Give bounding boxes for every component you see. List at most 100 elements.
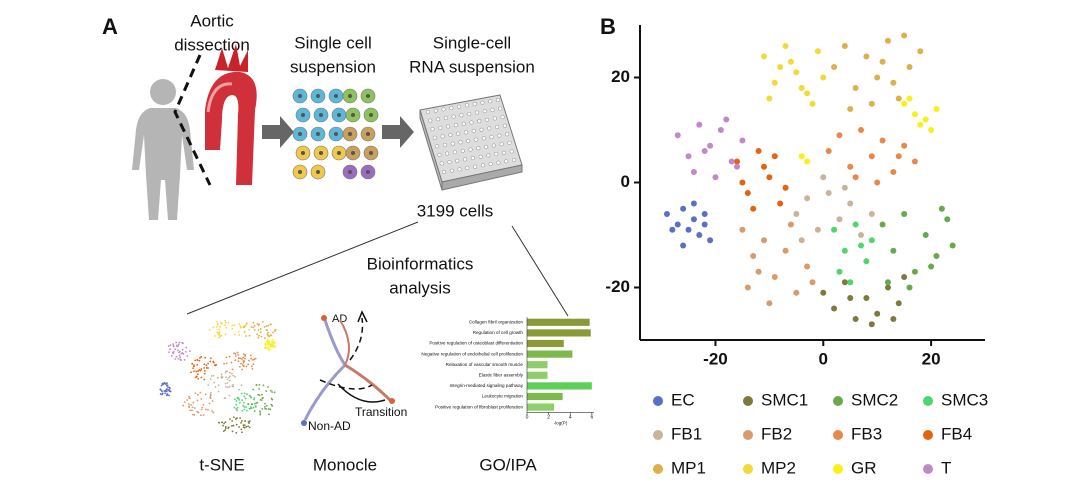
mini-dot — [269, 345, 271, 348]
mini-dot — [190, 404, 192, 406]
point — [755, 268, 762, 275]
point — [707, 142, 714, 149]
well — [479, 127, 484, 132]
mini-dot — [213, 381, 216, 384]
mini-dot — [175, 344, 178, 347]
point — [917, 121, 924, 128]
mini-dot — [160, 389, 163, 392]
legend-swatch — [833, 430, 843, 440]
mini-dot — [197, 411, 200, 414]
mini-dot — [229, 418, 231, 421]
point — [906, 64, 913, 70]
mini-dot — [255, 383, 258, 386]
mini-dot — [242, 404, 245, 407]
mini-dot — [265, 404, 268, 407]
well — [504, 159, 509, 164]
well — [476, 146, 481, 151]
mini-dot — [221, 421, 223, 424]
point — [863, 53, 870, 60]
bar-label: Regulation of cell growth — [473, 330, 524, 335]
mini-dot — [160, 384, 163, 387]
mini-dot — [241, 431, 243, 434]
mini-dot — [231, 368, 234, 371]
mini-dot — [237, 357, 240, 360]
well — [473, 137, 479, 142]
mini-dot — [224, 425, 227, 428]
well — [496, 160, 501, 165]
mini-dot — [185, 346, 188, 349]
mini-dot — [268, 348, 271, 351]
mini-dot — [248, 394, 251, 397]
mini-dot — [262, 396, 264, 399]
nucleus — [366, 170, 370, 174]
mini-dot — [182, 352, 185, 355]
mini-dot — [228, 394, 231, 397]
mini-dot — [243, 326, 246, 328]
mini-dot — [253, 325, 256, 327]
mini-dot — [169, 348, 171, 351]
bar — [527, 350, 573, 358]
mini-dot — [245, 335, 247, 337]
point — [890, 316, 897, 322]
mini-dot — [247, 363, 250, 366]
mini-dot — [217, 390, 220, 393]
mini-dot — [235, 403, 238, 406]
mini-dot — [256, 401, 259, 404]
mini-dot — [264, 343, 267, 346]
point — [852, 221, 859, 228]
mini-dot — [242, 356, 245, 359]
nucleus — [351, 151, 355, 155]
mini-dot — [229, 375, 231, 378]
mini-dot — [167, 345, 170, 347]
mini-dot — [241, 420, 243, 422]
mini-dot — [220, 373, 223, 376]
point — [820, 174, 827, 181]
mini-dot — [226, 381, 229, 384]
mini-dot — [179, 358, 182, 361]
point — [750, 253, 757, 259]
well — [466, 138, 471, 144]
mini-dot — [274, 345, 277, 348]
mini-dot — [241, 364, 244, 366]
mini-dot — [161, 393, 164, 396]
mini-dot — [222, 430, 225, 433]
state-label: AD — [332, 313, 347, 325]
mini-dot — [195, 370, 198, 373]
mini-dot — [251, 403, 254, 406]
mini-dot — [250, 365, 253, 368]
well — [458, 140, 463, 145]
mini-dot — [191, 413, 194, 416]
mini-dot — [252, 363, 255, 366]
mini-dot — [183, 401, 186, 404]
point — [685, 153, 692, 160]
mini-dot — [211, 410, 213, 412]
point — [847, 106, 854, 112]
mini-dot — [258, 394, 261, 397]
point — [782, 43, 789, 49]
mini-dot — [263, 347, 266, 349]
legend-label: FB1 — [671, 424, 702, 443]
mini-dot — [271, 338, 274, 341]
mini-dot — [214, 335, 216, 337]
bar-label: Collagen fibril organization — [469, 320, 524, 325]
mini-dot — [217, 336, 220, 339]
well — [482, 109, 487, 114]
legend-swatch — [653, 464, 663, 474]
mini-dot — [267, 346, 270, 349]
mini-dot — [253, 402, 256, 405]
mini-dot — [174, 358, 177, 360]
mini-dot — [207, 384, 210, 387]
mini-dot — [178, 351, 180, 354]
mini-dot — [245, 365, 248, 368]
well — [472, 101, 477, 107]
well — [484, 117, 490, 122]
nucleus — [301, 113, 305, 117]
point — [734, 163, 741, 170]
mini-dot — [250, 357, 253, 360]
mini-dot — [193, 407, 196, 409]
point — [868, 211, 875, 217]
mini-dot — [235, 400, 238, 402]
point — [831, 305, 838, 312]
mini-dot — [192, 401, 195, 404]
mini-dot — [191, 362, 194, 365]
